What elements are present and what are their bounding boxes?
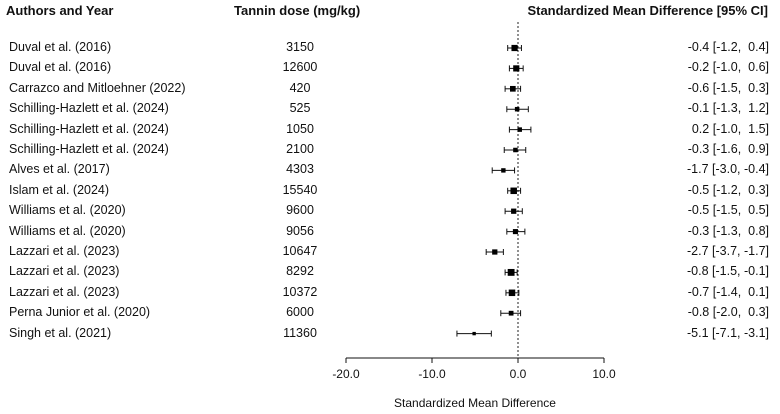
study-dose: 4303 bbox=[286, 162, 314, 177]
point-estimate bbox=[511, 208, 517, 214]
point-estimate bbox=[511, 44, 518, 52]
point-estimate bbox=[472, 331, 476, 336]
study-author: Lazzari et al. (2023) bbox=[9, 264, 120, 279]
study-smd-ci: -0.7 [-1.4, 0.1] bbox=[687, 284, 769, 299]
study-dose: 8292 bbox=[286, 264, 314, 279]
study-smd-ci: -0.3 [-1.6, 0.9] bbox=[687, 142, 769, 156]
header-tannin-dose: Tannin dose (mg/kg) bbox=[234, 3, 361, 18]
study-dose: 1050 bbox=[286, 121, 314, 136]
study-author: Lazzari et al. (2023) bbox=[9, 244, 120, 258]
study-dose: 420 bbox=[289, 80, 311, 95]
study-row: Perna Junior et al. (2020) 6000 -0.8 [-2.0… bbox=[0, 303, 780, 323]
study-smd-ci: -0.4 [-1.2, 0.4] bbox=[687, 40, 769, 54]
study-dose: 3150 bbox=[286, 40, 314, 54]
point-estimate bbox=[513, 147, 518, 153]
point-estimate bbox=[501, 168, 506, 173]
point-estimate bbox=[514, 106, 520, 112]
study-smd-ci: -0.3 [-1.3, 0.8] bbox=[687, 223, 769, 238]
study-dose: 10372 bbox=[282, 284, 318, 299]
study-author: Alves et al. (2017) bbox=[9, 162, 110, 177]
study-dose: 9056 bbox=[286, 223, 314, 238]
study-smd-ci: -1.7 [-3.0, -0.4] bbox=[687, 162, 769, 177]
study-row: Lazzari et al. (2023) 10372 -0.7 [-1.4, 0.… bbox=[0, 283, 780, 303]
study-row: Islam et al. (2024) 15540 -0.5 [-1.2, 0.3] bbox=[0, 181, 780, 201]
study-author: Schilling-Hazlett et al. (2024) bbox=[9, 101, 169, 116]
study-row: Schilling-Hazlett et al. (2024) 1050 0.2 [… bbox=[0, 120, 780, 140]
x-tick-label: -10.0 bbox=[418, 367, 446, 381]
x-tick-label: 0.0 bbox=[510, 367, 527, 381]
study-smd-ci: -0.6 [-1.5, 0.3] bbox=[687, 80, 769, 95]
study-dose: 15540 bbox=[282, 182, 318, 197]
point-estimate bbox=[510, 187, 517, 195]
study-author: Schilling-Hazlett et al. (2024) bbox=[9, 121, 169, 136]
point-estimate bbox=[510, 85, 516, 92]
study-author: Williams et al. (2020) bbox=[9, 223, 126, 238]
study-author: Duval et al. (2016) bbox=[9, 60, 112, 75]
x-tick-label: 10.0 bbox=[592, 367, 616, 381]
study-smd-ci: -5.1 [-7.1, -3.1] bbox=[687, 325, 769, 340]
study-row: Carrazco and Mitloehner (2022) 420 -0.6 [-… bbox=[0, 79, 780, 99]
study-author: Schilling-Hazlett et al. (2024) bbox=[9, 142, 169, 156]
study-row: Lazzari et al. (2023) 8292 -0.8 [-1.5, -0.… bbox=[0, 262, 780, 282]
study-smd-ci: -0.8 [-1.5, -0.1] bbox=[687, 264, 769, 279]
study-row: Schilling-Hazlett et al. (2024) 2100 -0.3 … bbox=[0, 140, 780, 160]
study-author: Singh et al. (2021) bbox=[9, 325, 112, 340]
study-row: Duval et al. (2016) 12600 -0.2 [-1.0, 0.6] bbox=[0, 58, 780, 78]
study-dose: 2100 bbox=[286, 142, 314, 156]
study-row: Alves et al. (2017) 4303 -1.7 [-3.0, -0.4] bbox=[0, 160, 780, 180]
study-dose: 12600 bbox=[282, 60, 318, 75]
study-dose: 9600 bbox=[286, 203, 314, 218]
study-row: Williams et al. (2020) 9600 -0.5 [-1.5, 0.… bbox=[0, 201, 780, 221]
point-estimate bbox=[513, 65, 520, 72]
study-author: Duval et al. (2016) bbox=[9, 40, 112, 54]
x-axis-label: Standardized Mean Difference bbox=[394, 396, 556, 410]
point-estimate bbox=[517, 127, 522, 132]
study-row: Duval et al. (2016) 3150 -0.4 [-1.2, 0.4] bbox=[0, 38, 780, 58]
study-author: Williams et al. (2020) bbox=[9, 203, 126, 218]
study-smd-ci: 0.2 [-1.0, 1.5] bbox=[691, 121, 769, 136]
study-row: Williams et al. (2020) 9056 -0.3 [-1.3, 0.… bbox=[0, 222, 780, 242]
study-row: Lazzari et al. (2023) 10647 -2.7 [-3.7, -1… bbox=[0, 242, 780, 262]
study-smd-ci: -0.5 [-1.5, 0.5] bbox=[687, 203, 769, 218]
study-author: Carrazco and Mitloehner (2022) bbox=[9, 80, 186, 95]
study-dose: 525 bbox=[289, 101, 311, 116]
study-dose: 10647 bbox=[282, 244, 318, 258]
point-estimate bbox=[507, 268, 515, 276]
study-dose: 11360 bbox=[283, 325, 317, 340]
study-row: Singh et al. (2021) 11360 -5.1 [-7.1, -3.1… bbox=[0, 324, 780, 344]
study-dose: 6000 bbox=[286, 305, 314, 320]
study-smd-ci: -0.5 [-1.2, 0.3] bbox=[687, 182, 769, 197]
study-author: Perna Junior et al. (2020) bbox=[9, 305, 151, 320]
study-smd-ci: -0.2 [-1.0, 0.6] bbox=[687, 60, 769, 75]
header-smd-ci: Standardized Mean Difference [95% CI] bbox=[527, 3, 768, 18]
point-estimate bbox=[492, 249, 498, 255]
point-estimate bbox=[512, 229, 518, 235]
x-tick-label: -20.0 bbox=[332, 367, 360, 381]
point-estimate bbox=[508, 289, 516, 297]
point-estimate bbox=[508, 310, 514, 316]
study-smd-ci: -2.7 [-3.7, -1.7] bbox=[687, 244, 769, 258]
study-author: Lazzari et al. (2023) bbox=[9, 284, 120, 299]
study-author: Islam et al. (2024) bbox=[9, 182, 110, 197]
study-smd-ci: -0.1 [-1.3, 1.2] bbox=[687, 101, 769, 116]
header-authors: Authors and Year bbox=[6, 3, 114, 18]
study-row: Schilling-Hazlett et al. (2024) 525 -0.1 [… bbox=[0, 99, 780, 119]
study-smd-ci: -0.8 [-2.0, 0.3] bbox=[687, 305, 769, 320]
